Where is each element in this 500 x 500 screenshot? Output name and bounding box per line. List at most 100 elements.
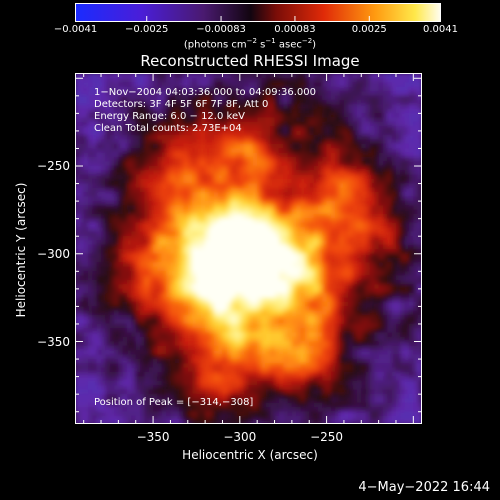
heatmap-cell <box>343 353 349 359</box>
heatmap-cell <box>213 283 219 289</box>
heatmap-cell <box>153 173 159 179</box>
heatmap-cell <box>313 419 319 424</box>
heatmap-cell <box>105 331 111 337</box>
heatmap-cell <box>127 182 132 188</box>
heatmap-cell <box>88 169 93 175</box>
heatmap-cell <box>187 134 193 140</box>
heatmap-cell <box>317 380 323 386</box>
heatmap-cell <box>313 296 319 302</box>
heatmap-cell <box>235 77 241 83</box>
heatmap-cell <box>205 169 211 175</box>
heatmap-cell <box>222 393 228 399</box>
heatmap-cell <box>335 204 341 210</box>
heatmap-cell <box>322 125 328 131</box>
heatmap-cell <box>127 130 132 136</box>
heatmap-cell <box>218 90 224 96</box>
heatmap-cell <box>296 349 302 355</box>
heatmap-cell <box>122 388 128 394</box>
heatmap-cell <box>200 358 206 364</box>
heatmap-cell <box>200 173 206 179</box>
heatmap-cell <box>335 296 341 302</box>
heatmap-cell <box>179 230 185 236</box>
heatmap-cell <box>270 419 276 424</box>
heatmap-cell <box>131 73 137 78</box>
heatmap-cell <box>83 169 89 175</box>
heatmap-cell <box>265 147 271 153</box>
heatmap-cell <box>265 86 271 92</box>
heatmap-cell <box>339 305 345 311</box>
heatmap-cell <box>161 366 167 372</box>
heatmap-cell <box>114 296 119 302</box>
heatmap-cell <box>200 160 206 166</box>
heatmap-cell <box>144 99 150 105</box>
heatmap-cell <box>270 323 276 329</box>
heatmap-cell <box>222 81 228 87</box>
heatmap-cell <box>88 248 93 254</box>
heatmap-cell <box>326 402 332 408</box>
heatmap-cell <box>235 235 241 241</box>
heatmap-cell <box>196 151 202 157</box>
heatmap-cell <box>75 239 80 245</box>
heatmap-cell <box>304 283 310 289</box>
heatmap-cell <box>300 160 306 166</box>
heatmap-cell <box>218 156 224 162</box>
heatmap-cell <box>244 349 250 355</box>
heatmap-cell <box>183 266 189 272</box>
heatmap-cell <box>291 248 297 254</box>
heatmap-cell <box>248 371 254 377</box>
heatmap-cell <box>322 108 328 114</box>
heatmap-cell <box>174 301 180 307</box>
heatmap-cell <box>135 301 141 307</box>
heatmap-cell <box>122 81 128 87</box>
heatmap-cell <box>88 226 93 232</box>
heatmap-cell <box>300 327 306 333</box>
heatmap-cell <box>170 77 176 83</box>
heatmap-cell <box>183 248 189 254</box>
heatmap-cell <box>105 279 111 285</box>
heatmap-cell <box>296 112 302 118</box>
heatmap-cell <box>83 230 89 236</box>
heatmap-cell <box>166 178 172 184</box>
heatmap-cell <box>235 90 241 96</box>
heatmap-cell <box>135 103 141 109</box>
heatmap-cell <box>274 200 280 206</box>
heatmap-cell <box>222 388 228 394</box>
heatmap-cell <box>166 160 172 166</box>
heatmap-cell <box>196 112 202 118</box>
heatmap-cell <box>205 380 211 386</box>
heatmap-cell <box>83 125 89 131</box>
heatmap-cell <box>283 182 289 188</box>
heatmap-cell <box>183 252 189 258</box>
heatmap-cell <box>265 169 271 175</box>
heatmap-cell <box>257 108 263 114</box>
heatmap-cell <box>200 130 206 136</box>
heatmap-cell <box>92 178 98 184</box>
heatmap-cell <box>252 125 258 131</box>
heatmap-cell <box>278 336 284 342</box>
heatmap-cell <box>317 301 323 307</box>
heatmap-cell <box>278 358 284 364</box>
heatmap-cell <box>322 305 328 311</box>
heatmap-cell <box>135 353 141 359</box>
heatmap-cell <box>101 252 106 258</box>
heatmap-cell <box>122 279 128 285</box>
heatmap-cell <box>88 209 93 214</box>
heatmap-cell <box>127 257 132 263</box>
heatmap-cell <box>153 283 159 289</box>
heatmap-cell <box>231 279 237 285</box>
heatmap-cell <box>131 160 137 166</box>
heatmap-cell <box>174 112 180 118</box>
heatmap-cell <box>122 77 128 83</box>
heatmap-cell <box>300 81 306 87</box>
heatmap-cell <box>157 318 163 324</box>
heatmap-cell <box>244 419 250 424</box>
heatmap-cell <box>183 165 189 171</box>
heatmap-cell <box>309 301 315 307</box>
heatmap-cell <box>140 195 145 201</box>
heatmap-cell <box>122 204 128 210</box>
heatmap-cell <box>122 349 128 355</box>
heatmap-cell <box>296 147 302 153</box>
heatmap-cell <box>322 99 328 105</box>
heatmap-cell <box>79 178 85 184</box>
heatmap-cell <box>196 130 202 136</box>
